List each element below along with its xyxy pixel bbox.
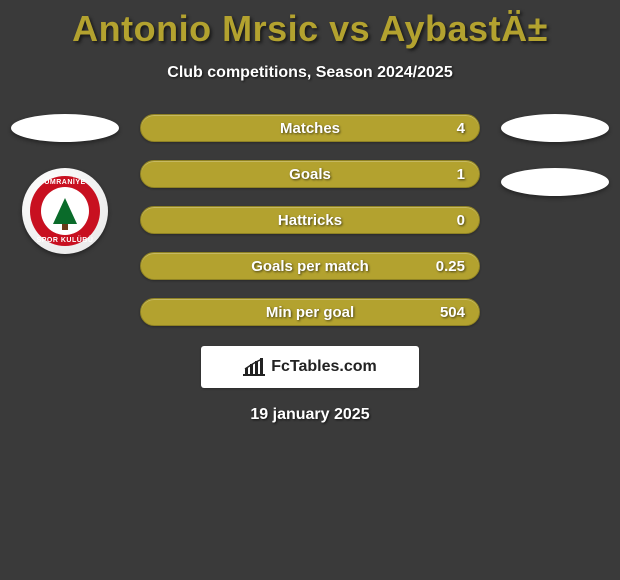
stat-label: Goals	[289, 166, 331, 183]
stat-value: 1	[457, 166, 465, 183]
stat-value: 0.25	[436, 258, 465, 275]
stat-value: 0	[457, 212, 465, 229]
date-text: 19 january 2025	[0, 406, 620, 424]
page-title: Antonio Mrsic vs AybastÄ±	[0, 0, 620, 50]
right-column	[490, 114, 620, 196]
stat-row-goals: Goals 1	[140, 160, 480, 188]
stat-label: Matches	[280, 120, 340, 137]
player-photo-placeholder-left	[11, 114, 119, 142]
stats-list: Matches 4 Goals 1 Hattricks 0 Goals per …	[140, 114, 480, 326]
stat-row-min-per-goal: Min per goal 504	[140, 298, 480, 326]
attribution-text: FcTables.com	[271, 358, 377, 376]
badge-bottom-text: SPOR KULÜBÜ	[37, 237, 94, 244]
player-photo-placeholder-right-2	[501, 168, 609, 196]
stat-value: 4	[457, 120, 465, 137]
badge-top-text: ÜMRANİYE	[44, 179, 85, 186]
stat-label: Hattricks	[278, 212, 342, 229]
player-photo-placeholder-right-1	[501, 114, 609, 142]
stat-row-hattricks: Hattricks 0	[140, 206, 480, 234]
content-area: ÜMRANİYE SPOR KULÜBÜ Matches 4 Goals 1 H…	[0, 114, 620, 424]
tree-icon	[53, 198, 77, 224]
bar-chart-icon	[243, 358, 265, 376]
subtitle: Club competitions, Season 2024/2025	[0, 64, 620, 82]
left-column: ÜMRANİYE SPOR KULÜBÜ	[0, 114, 130, 254]
stat-value: 504	[440, 304, 465, 321]
stat-row-goals-per-match: Goals per match 0.25	[140, 252, 480, 280]
stat-row-matches: Matches 4	[140, 114, 480, 142]
club-badge-ring: ÜMRANİYE SPOR KULÜBÜ	[30, 176, 100, 246]
club-badge-left: ÜMRANİYE SPOR KULÜBÜ	[22, 168, 108, 254]
stat-label: Min per goal	[266, 304, 354, 321]
club-badge-center	[41, 187, 89, 235]
stat-label: Goals per match	[251, 258, 369, 275]
attribution-box: FcTables.com	[201, 346, 419, 388]
